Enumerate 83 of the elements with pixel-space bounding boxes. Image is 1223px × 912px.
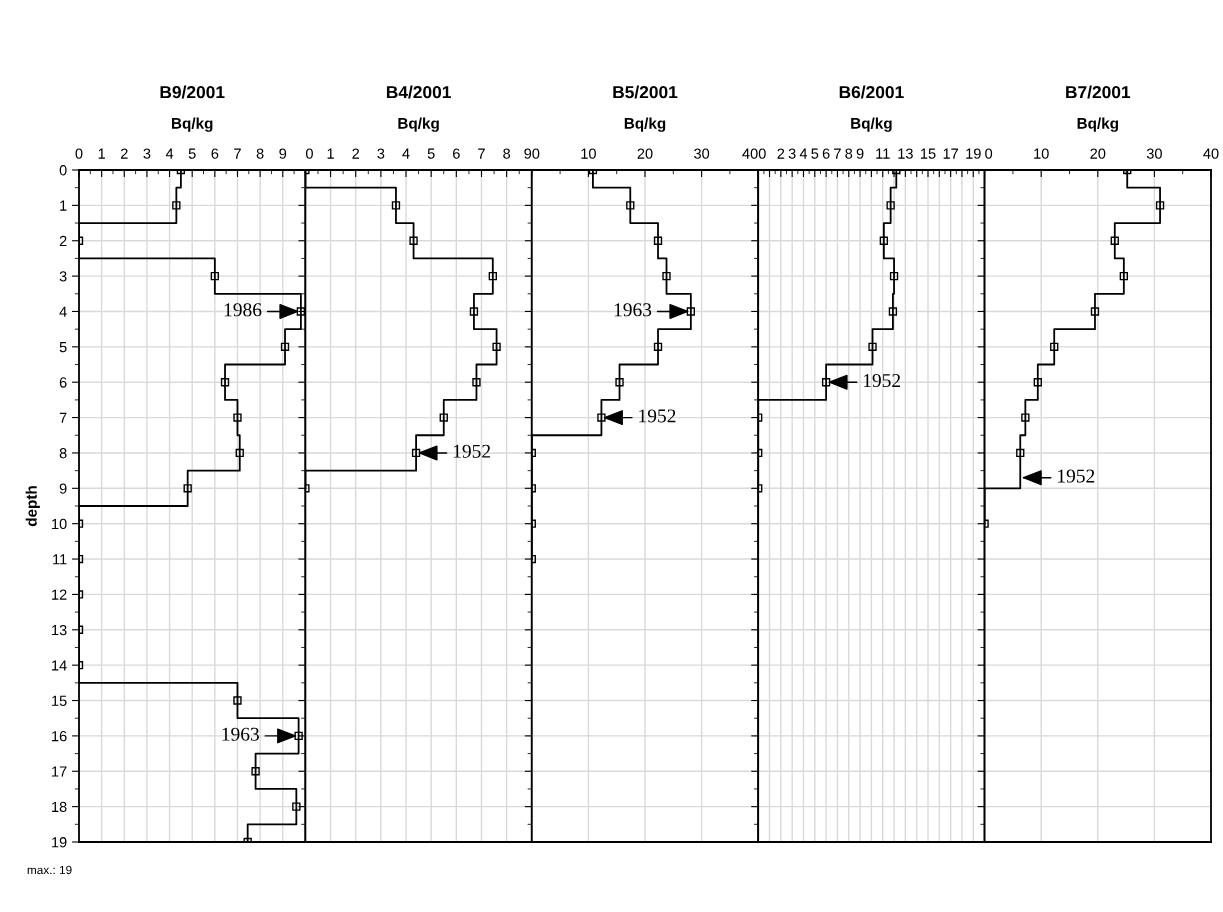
- annotation: 1963: [222, 727, 259, 741]
- x-tick-label: 0: [985, 148, 993, 159]
- x-tick-label: 10: [581, 148, 596, 159]
- x-axis-title: Bq/kg: [851, 117, 892, 132]
- x-tick-label: 3: [377, 148, 385, 159]
- y-tick-label: 14: [52, 660, 67, 671]
- y-tick-label: 8: [59, 448, 67, 459]
- y-tick-label: 7: [59, 412, 67, 423]
- x-tick-label: 20: [637, 148, 653, 159]
- x-tick-label: 8: [503, 148, 511, 159]
- x-tick-label: 19: [966, 148, 981, 159]
- x-tick-label: 0: [758, 148, 766, 159]
- y-tick-label: 10: [52, 518, 67, 530]
- x-tick-label: 2: [777, 148, 785, 159]
- x-tick-label: 5: [811, 148, 819, 159]
- x-tick-label: 2: [352, 148, 360, 159]
- x-tick-label: 40: [1203, 148, 1219, 159]
- chart-title: B5/2001: [613, 85, 678, 99]
- x-tick-label: 4: [799, 148, 808, 159]
- x-tick-label: 11: [876, 148, 890, 159]
- x-tick-label: 9: [524, 148, 532, 159]
- y-tick-label: 5: [59, 342, 67, 353]
- x-tick-label: 1: [98, 148, 105, 159]
- x-tick-label: 3: [143, 148, 151, 159]
- y-tick-label: 4: [59, 306, 67, 317]
- x-tick-label: 30: [1146, 148, 1162, 159]
- x-tick-label: 7: [478, 148, 485, 159]
- y-tick-label: 17: [52, 766, 67, 777]
- y-tick-label: 12: [52, 589, 67, 600]
- x-tick-label: 13: [898, 148, 913, 159]
- chart-title: B4/2001: [386, 85, 451, 99]
- y-tick-label: 3: [59, 271, 67, 282]
- y-tick-label: 15: [52, 695, 67, 706]
- x-tick-label: 10: [1034, 148, 1049, 159]
- x-tick-label: 15: [921, 148, 936, 159]
- annotation: 1963: [614, 303, 652, 317]
- x-tick-label: 1: [327, 148, 334, 159]
- y-tick-label: 0: [59, 165, 67, 176]
- chart-title: B6/2001: [839, 85, 904, 99]
- y-tick-label: 9: [59, 483, 67, 494]
- annotation: 1986: [224, 303, 262, 317]
- y-tick-label: 19: [52, 837, 67, 848]
- x-tick-label: 4: [165, 148, 174, 159]
- x-tick-label: 0: [532, 148, 540, 159]
- x-tick-label: 7: [834, 148, 841, 159]
- x-tick-label: 0: [305, 148, 313, 159]
- x-axis-title: Bq/kg: [172, 117, 213, 132]
- y-tick-label: 13: [52, 624, 67, 636]
- x-tick-label: 7: [234, 148, 241, 159]
- text: max.: 19: [27, 865, 72, 875]
- x-axis-title: Bq/kg: [1077, 117, 1118, 132]
- x-tick-label: 0: [75, 148, 83, 159]
- annotation: 1952: [1058, 469, 1095, 483]
- chart-title: B7/2001: [1066, 85, 1131, 99]
- y-tick-label: 1: [60, 200, 67, 211]
- x-tick-label: 40: [742, 148, 758, 159]
- x-tick-label: 5: [188, 148, 196, 159]
- x-axis-title: Bq/kg: [624, 117, 666, 132]
- x-tick-label: 2: [120, 148, 128, 159]
- x-tick-label: 5: [427, 148, 435, 159]
- x-tick-label: 3: [788, 148, 796, 159]
- y-tick-label: 18: [52, 801, 67, 813]
- chart-title: B9/2001: [160, 85, 225, 99]
- x-tick-label: 8: [845, 148, 853, 159]
- x-tick-label: 20: [1090, 148, 1106, 159]
- annotation: 1952: [453, 444, 491, 458]
- y-tick-label: 16: [52, 731, 67, 742]
- x-tick-label: 4: [402, 148, 410, 159]
- x-tick-label: 30: [694, 148, 710, 159]
- annotation: 1952: [639, 409, 676, 423]
- x-tick-label: 8: [256, 148, 264, 159]
- y-axis-title: depth: [25, 486, 40, 527]
- x-axis-title: Bq/kg: [398, 117, 439, 132]
- y-tick-label: 11: [53, 554, 67, 565]
- x-tick-label: 6: [822, 148, 830, 159]
- x-tick-label: 6: [453, 148, 460, 159]
- x-tick-label: 9: [856, 148, 864, 159]
- y-tick-label: 6: [59, 377, 67, 388]
- x-tick-label: 9: [279, 148, 287, 159]
- x-tick-label: 6: [211, 148, 219, 159]
- x-tick-label: 17: [943, 148, 959, 159]
- annotation: 1952: [863, 374, 901, 388]
- y-tick-label: 2: [59, 235, 67, 247]
